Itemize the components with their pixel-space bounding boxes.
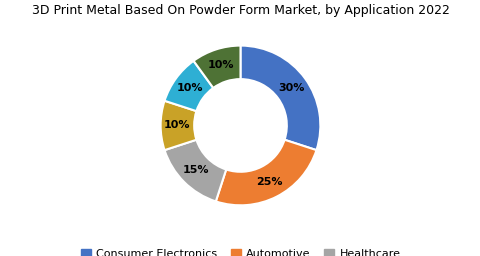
- Text: 10%: 10%: [207, 60, 234, 70]
- Wedge shape: [160, 101, 196, 150]
- Text: 10%: 10%: [164, 120, 190, 131]
- Text: 15%: 15%: [182, 165, 209, 175]
- Wedge shape: [240, 46, 320, 150]
- Legend: Consumer Electronics, Automotive, Healthcare: Consumer Electronics, Automotive, Health…: [76, 244, 404, 256]
- Text: 25%: 25%: [255, 177, 282, 187]
- Wedge shape: [164, 61, 213, 111]
- Wedge shape: [164, 140, 226, 201]
- Text: 10%: 10%: [176, 83, 202, 93]
- Title: 3D Print Metal Based On Powder Form Market, by Application 2022: 3D Print Metal Based On Powder Form Mark…: [32, 5, 448, 17]
- Wedge shape: [216, 140, 316, 205]
- Wedge shape: [193, 46, 240, 88]
- Text: 30%: 30%: [278, 83, 304, 93]
